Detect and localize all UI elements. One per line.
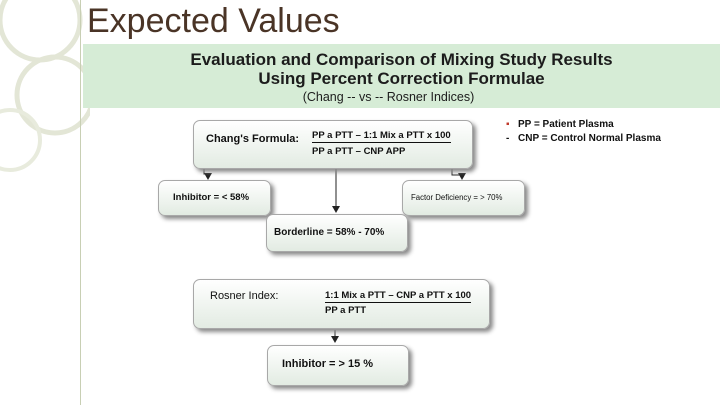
bullet-icon: ▪	[506, 119, 510, 130]
rosner-inhibitor-text: Inhibitor = > 15 %	[282, 358, 374, 370]
borderline-box: Borderline = 58% - 70%	[266, 214, 408, 252]
chang-denominator: PP a PTT – CNP APP	[312, 146, 406, 157]
legend-text: PP = Patient Plasma	[518, 119, 614, 130]
banner-title-line2: Using Percent Correction Formulae	[258, 69, 545, 88]
abbreviation-legend: ▪ PP = Patient Plasma - CNP = Control Norm…	[506, 118, 661, 146]
arrow-to-factor	[451, 167, 466, 180]
banner-title-line1: Evaluation and Comparison of Mixing Stud…	[190, 50, 613, 69]
chang-label: Chang's Formula:	[206, 133, 300, 145]
divider-line	[80, 0, 81, 405]
rosner-numerator: 1:1 Mix a PTT – CNP a PTT x 100	[325, 290, 472, 303]
slide-title: Expected Values	[87, 2, 340, 40]
dash-icon: -	[506, 133, 510, 144]
chang-arrows	[203, 167, 466, 213]
rosner-inhibitor-box: Inhibitor = > 15 %	[267, 345, 409, 386]
factor-deficiency-box: Factor Deficiency = > 70%	[402, 180, 525, 216]
banner-subtitle: (Chang -- vs -- Rosner Indices)	[302, 90, 475, 104]
legend-item: ▪ PP = Patient Plasma	[506, 118, 661, 132]
chang-numerator: PP a PTT – 1:1 Mix a PTT x 100	[312, 130, 451, 143]
inhibitor-result-text: Inhibitor = < 58%	[173, 192, 250, 203]
banner: Evaluation and Comparison of Mixing Stud…	[83, 44, 720, 108]
rosner-label: Rosner Index:	[210, 290, 279, 302]
rosner-index-box: Rosner Index: 1:1 Mix a PTT – CNP a PTT …	[193, 279, 490, 329]
arrow-to-inhibitor	[203, 167, 212, 180]
borderline-text: Borderline = 58% - 70%	[274, 227, 385, 238]
inhibitor-result-box: Inhibitor = < 58%	[158, 180, 271, 216]
rosner-denominator: PP a PTT	[325, 305, 367, 316]
legend-text: CNP = Control Normal Plasma	[518, 133, 661, 144]
chang-formula-box: Chang's Formula: PP a PTT – 1:1 Mix a PT…	[193, 120, 473, 169]
legend-item: - CNP = Control Normal Plasma	[506, 132, 661, 146]
factor-deficiency-text: Factor Deficiency = > 70%	[411, 193, 503, 202]
